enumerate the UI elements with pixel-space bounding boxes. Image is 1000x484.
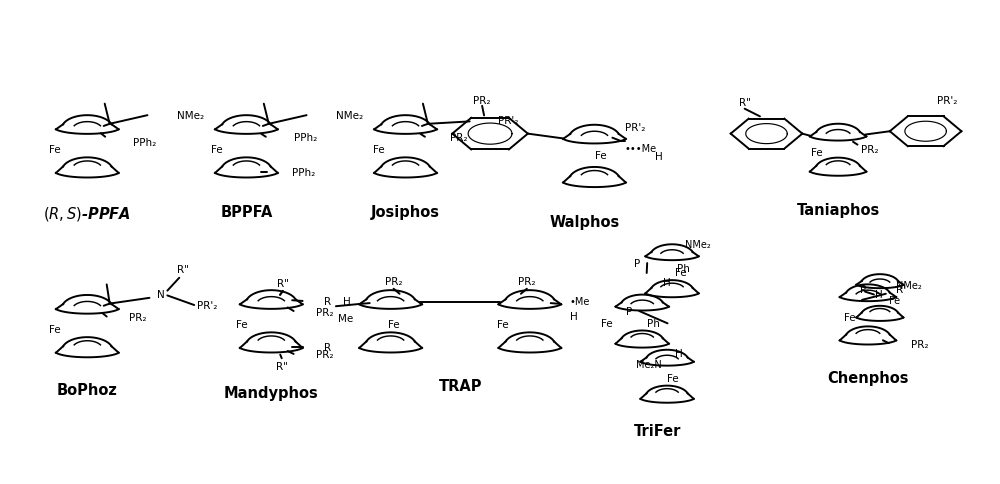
Text: Ph: Ph <box>677 263 690 273</box>
Text: P: P <box>626 306 632 317</box>
Text: Josiphos: Josiphos <box>371 205 440 220</box>
Text: TriFer: TriFer <box>633 423 681 438</box>
Text: PPh₂: PPh₂ <box>133 137 156 147</box>
Text: PR₂: PR₂ <box>518 276 536 286</box>
Text: N: N <box>157 289 165 300</box>
Text: NMe₂: NMe₂ <box>336 111 364 121</box>
Text: Mandyphos: Mandyphos <box>224 386 319 400</box>
Text: H: H <box>675 348 683 358</box>
Text: Fe: Fe <box>811 148 823 158</box>
Text: Fe: Fe <box>675 268 687 278</box>
Text: Me: Me <box>338 314 353 323</box>
Text: •Me: •Me <box>570 297 590 307</box>
Text: Ph: Ph <box>647 318 660 328</box>
Text: NMe₂: NMe₂ <box>896 281 922 290</box>
Text: Fe: Fe <box>388 319 399 330</box>
Text: R": R" <box>276 362 288 371</box>
Text: R': R' <box>896 284 906 294</box>
Text: PR'₂: PR'₂ <box>197 301 218 310</box>
Text: NMe₂: NMe₂ <box>177 111 204 121</box>
Text: H: H <box>655 151 662 162</box>
Text: Chenphos: Chenphos <box>827 370 909 385</box>
Text: Walphos: Walphos <box>549 214 620 229</box>
Text: Fe: Fe <box>49 324 60 334</box>
Text: $(R,S)$-PPFA: $(R,S)$-PPFA <box>43 205 131 223</box>
Text: PR₂: PR₂ <box>911 339 928 349</box>
Text: PR'₂: PR'₂ <box>937 96 958 106</box>
Text: PPh₂: PPh₂ <box>292 167 315 177</box>
Text: PR₂: PR₂ <box>129 313 146 322</box>
Text: NMe₂: NMe₂ <box>685 240 711 249</box>
Text: Fe: Fe <box>373 145 384 155</box>
Text: Taniaphos: Taniaphos <box>796 202 880 217</box>
Text: H: H <box>570 311 577 321</box>
Text: H: H <box>663 278 671 287</box>
Text: P: P <box>634 258 640 269</box>
Text: PR₂: PR₂ <box>316 349 333 359</box>
Text: R": R" <box>739 98 751 108</box>
Text: PR₂: PR₂ <box>450 133 467 143</box>
Text: PR'₂: PR'₂ <box>498 116 518 126</box>
Text: R: R <box>324 296 332 306</box>
Text: P: P <box>860 285 867 295</box>
Text: Fe: Fe <box>889 295 900 305</box>
Text: R: R <box>324 343 332 353</box>
Text: Fe: Fe <box>595 151 606 161</box>
Text: PR'₂: PR'₂ <box>625 123 645 133</box>
Text: PR₂: PR₂ <box>861 145 878 155</box>
Text: Fe: Fe <box>49 145 60 155</box>
Text: Me₂N: Me₂N <box>636 359 662 369</box>
Text: PPh₂: PPh₂ <box>294 133 317 143</box>
Text: BoPhoz: BoPhoz <box>57 382 118 397</box>
Text: Fe: Fe <box>497 319 509 330</box>
Text: H: H <box>875 289 882 299</box>
Text: R": R" <box>277 278 289 288</box>
Text: TRAP: TRAP <box>438 378 482 393</box>
Text: PR₂: PR₂ <box>473 96 491 106</box>
Text: Fe: Fe <box>667 373 679 383</box>
Text: •••Me: •••Me <box>625 144 657 153</box>
Text: Fe: Fe <box>211 145 222 155</box>
Text: R": R" <box>177 264 189 274</box>
Text: Fe: Fe <box>601 318 612 328</box>
Text: Fe: Fe <box>844 312 856 322</box>
Text: PR₂: PR₂ <box>385 276 402 286</box>
Text: Fe: Fe <box>236 319 247 330</box>
Text: H: H <box>343 297 351 307</box>
Text: BPPFA: BPPFA <box>220 205 273 220</box>
Text: PR₂: PR₂ <box>316 307 333 317</box>
